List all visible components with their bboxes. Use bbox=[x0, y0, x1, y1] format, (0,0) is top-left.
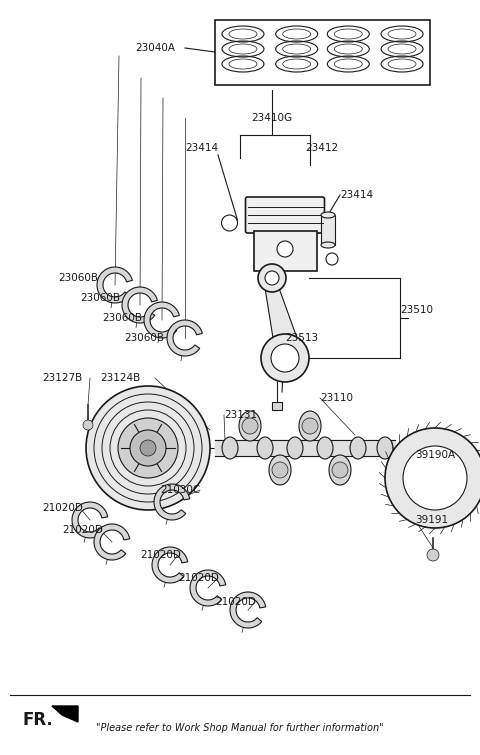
Ellipse shape bbox=[317, 437, 333, 459]
Ellipse shape bbox=[239, 411, 261, 441]
Text: 23124B: 23124B bbox=[100, 373, 140, 383]
Circle shape bbox=[258, 264, 286, 292]
Circle shape bbox=[140, 440, 156, 456]
Text: 21020D: 21020D bbox=[178, 573, 219, 583]
Text: 23110: 23110 bbox=[320, 393, 353, 403]
Polygon shape bbox=[265, 288, 297, 338]
Circle shape bbox=[271, 344, 299, 372]
Text: 21020D: 21020D bbox=[42, 503, 83, 513]
Ellipse shape bbox=[350, 437, 366, 459]
Ellipse shape bbox=[257, 437, 273, 459]
Polygon shape bbox=[122, 287, 157, 323]
Circle shape bbox=[86, 386, 210, 510]
Polygon shape bbox=[52, 706, 78, 722]
Text: 23060B: 23060B bbox=[58, 273, 98, 283]
Ellipse shape bbox=[222, 437, 238, 459]
Bar bbox=[253, 231, 316, 271]
Ellipse shape bbox=[269, 455, 291, 485]
Ellipse shape bbox=[299, 411, 321, 441]
Text: 21020D: 21020D bbox=[215, 597, 256, 607]
Text: 21020D: 21020D bbox=[62, 525, 103, 535]
Circle shape bbox=[261, 334, 309, 382]
Text: 23040A: 23040A bbox=[135, 43, 175, 53]
Polygon shape bbox=[97, 267, 132, 303]
Polygon shape bbox=[167, 320, 203, 356]
Circle shape bbox=[242, 418, 258, 434]
Text: 23414: 23414 bbox=[185, 143, 218, 153]
Polygon shape bbox=[152, 547, 188, 583]
Text: 21030C: 21030C bbox=[160, 485, 200, 495]
Polygon shape bbox=[144, 302, 180, 338]
Circle shape bbox=[265, 271, 279, 285]
Bar bbox=[272, 402, 282, 410]
Bar bbox=[215, 20, 430, 85]
Circle shape bbox=[427, 549, 439, 561]
Text: 23060B: 23060B bbox=[80, 293, 120, 303]
Circle shape bbox=[130, 430, 166, 466]
FancyBboxPatch shape bbox=[245, 197, 324, 233]
Text: 21020D: 21020D bbox=[140, 550, 181, 560]
Text: 23060B: 23060B bbox=[102, 313, 142, 323]
Circle shape bbox=[83, 420, 93, 430]
Text: 23412: 23412 bbox=[305, 143, 338, 153]
Bar bbox=[321, 215, 335, 245]
Polygon shape bbox=[190, 570, 226, 606]
Polygon shape bbox=[154, 484, 190, 520]
Ellipse shape bbox=[377, 437, 393, 459]
Text: 39191: 39191 bbox=[415, 515, 448, 525]
Text: 39190A: 39190A bbox=[415, 450, 455, 460]
Circle shape bbox=[277, 241, 293, 257]
Text: "Please refer to Work Shop Manual for further information": "Please refer to Work Shop Manual for fu… bbox=[96, 723, 384, 733]
Circle shape bbox=[385, 428, 480, 528]
Polygon shape bbox=[230, 592, 266, 628]
Text: FR.: FR. bbox=[22, 711, 53, 729]
Circle shape bbox=[332, 462, 348, 478]
Polygon shape bbox=[72, 502, 108, 538]
Ellipse shape bbox=[321, 212, 335, 218]
Text: 23513: 23513 bbox=[285, 333, 318, 343]
Circle shape bbox=[272, 462, 288, 478]
Ellipse shape bbox=[287, 437, 303, 459]
Ellipse shape bbox=[329, 455, 351, 485]
Polygon shape bbox=[94, 524, 130, 560]
Text: 23060B: 23060B bbox=[124, 333, 164, 343]
Text: 23510: 23510 bbox=[400, 305, 433, 315]
Circle shape bbox=[403, 446, 467, 510]
Circle shape bbox=[302, 418, 318, 434]
Text: 23414: 23414 bbox=[340, 190, 373, 200]
Circle shape bbox=[118, 418, 178, 478]
Text: 23410G: 23410G bbox=[252, 113, 293, 123]
Text: 23127B: 23127B bbox=[42, 373, 82, 383]
Ellipse shape bbox=[321, 242, 335, 248]
Text: 23131: 23131 bbox=[224, 410, 257, 420]
